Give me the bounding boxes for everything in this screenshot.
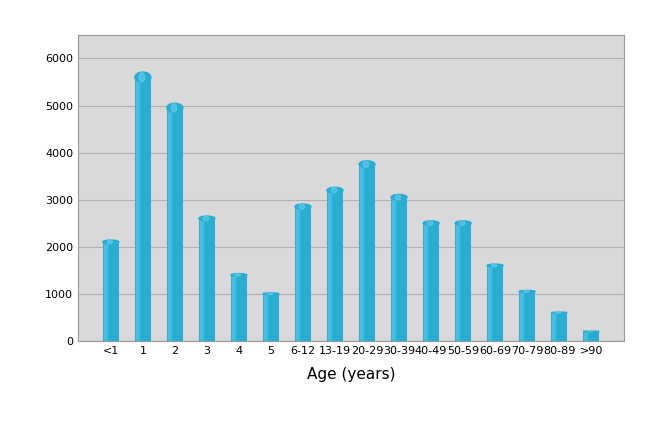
Bar — [103, 242, 119, 341]
Bar — [391, 198, 407, 341]
Ellipse shape — [487, 264, 503, 267]
Bar — [167, 108, 183, 341]
Bar — [264, 294, 266, 341]
Bar — [488, 266, 491, 341]
Bar — [552, 312, 555, 341]
Bar — [295, 207, 311, 341]
Ellipse shape — [523, 291, 529, 292]
Bar — [359, 164, 375, 341]
Bar — [487, 266, 503, 341]
Bar — [328, 190, 331, 341]
Bar — [424, 223, 427, 341]
Bar — [551, 312, 567, 341]
Ellipse shape — [395, 195, 401, 200]
Bar — [136, 77, 138, 341]
Ellipse shape — [555, 312, 561, 313]
Bar — [519, 291, 535, 341]
Ellipse shape — [460, 221, 465, 225]
Ellipse shape — [363, 161, 369, 167]
Ellipse shape — [295, 204, 311, 209]
Ellipse shape — [299, 205, 305, 209]
Ellipse shape — [491, 264, 497, 267]
Ellipse shape — [103, 240, 119, 244]
Ellipse shape — [391, 194, 407, 200]
Ellipse shape — [359, 161, 375, 168]
Bar — [168, 108, 170, 341]
Ellipse shape — [332, 187, 337, 193]
Ellipse shape — [107, 240, 112, 244]
Bar — [392, 198, 395, 341]
Ellipse shape — [135, 72, 151, 83]
Ellipse shape — [327, 187, 343, 193]
Bar — [456, 223, 459, 341]
Ellipse shape — [455, 221, 471, 225]
Bar — [200, 218, 203, 341]
Ellipse shape — [427, 221, 433, 225]
X-axis label: Age (years): Age (years) — [307, 367, 395, 382]
Bar — [135, 77, 151, 341]
Ellipse shape — [167, 103, 183, 113]
Ellipse shape — [423, 221, 439, 225]
Ellipse shape — [199, 216, 215, 221]
Ellipse shape — [231, 274, 247, 276]
Ellipse shape — [139, 73, 145, 82]
Bar — [520, 291, 523, 341]
Bar — [103, 242, 107, 341]
Ellipse shape — [171, 104, 177, 112]
Bar — [296, 207, 298, 341]
Bar — [263, 294, 279, 341]
Ellipse shape — [263, 293, 279, 295]
Ellipse shape — [235, 274, 240, 276]
Bar — [231, 275, 235, 341]
Bar — [327, 190, 343, 341]
Bar — [231, 275, 247, 341]
Ellipse shape — [267, 293, 273, 295]
Ellipse shape — [203, 216, 209, 221]
Bar — [583, 331, 599, 341]
Bar — [455, 223, 471, 341]
Bar — [199, 218, 215, 341]
Ellipse shape — [519, 291, 535, 292]
Bar — [360, 164, 363, 341]
Bar — [584, 331, 587, 341]
Bar — [423, 223, 439, 341]
Ellipse shape — [551, 312, 567, 313]
